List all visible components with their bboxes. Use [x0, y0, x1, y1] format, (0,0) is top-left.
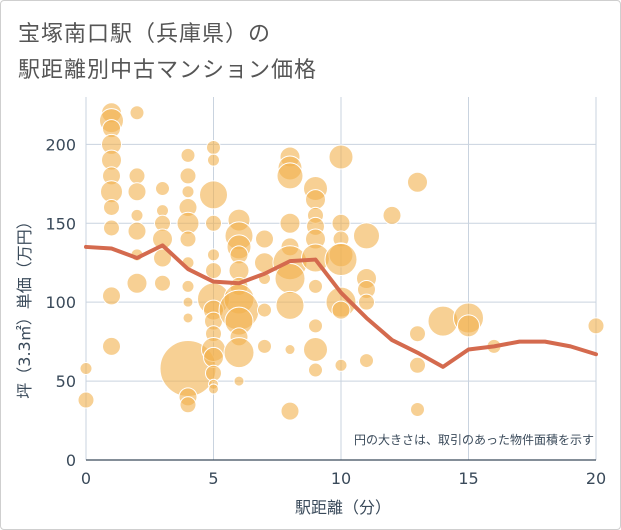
price-bubble: [154, 274, 171, 292]
y-tick-label: 200: [45, 135, 76, 154]
price-bubble: [128, 167, 146, 185]
price-bubble: [410, 401, 425, 417]
price-bubble: [280, 401, 300, 421]
y-tick-label: 150: [45, 214, 76, 233]
price-bubble: [103, 219, 120, 237]
price-bubble: [328, 144, 354, 170]
x-tick-label: 0: [81, 469, 91, 488]
price-bubble: [407, 171, 428, 193]
price-bubble: [308, 278, 323, 294]
price-bubble: [275, 290, 305, 320]
price-bubble: [334, 358, 348, 372]
price-bubble: [233, 375, 245, 387]
price-bubble: [179, 396, 197, 414]
price-bubble: [182, 312, 194, 324]
price-bubble: [324, 243, 358, 277]
price-bubble: [179, 230, 197, 248]
price-bubble: [207, 248, 220, 262]
price-bubble: [308, 318, 323, 334]
price-bubble: [331, 213, 351, 233]
price-bubble: [203, 346, 224, 368]
price-bubble: [77, 391, 95, 409]
price-bubble: [457, 314, 480, 338]
price-bubble: [359, 353, 374, 369]
chart-title-line-1: 宝塚南口駅（兵庫県）の: [18, 22, 272, 47]
price-bubble: [179, 167, 197, 185]
price-bubble: [127, 221, 147, 241]
price-bubble: [79, 361, 93, 375]
price-bubble: [127, 182, 147, 202]
price-bubble: [129, 105, 145, 121]
price-bubble: [199, 180, 228, 210]
y-tick-label: 100: [45, 293, 76, 312]
price-bubble: [205, 262, 222, 280]
price-bubble: [409, 356, 426, 374]
price-bubble: [382, 205, 402, 225]
price-bubble: [223, 337, 255, 369]
x-tick-label: 15: [458, 469, 478, 488]
price-bubble: [358, 293, 375, 311]
average-price-line: [84, 243, 598, 369]
price-bubble: [181, 279, 195, 293]
price-bubble: [155, 181, 170, 197]
price-bubble: [257, 302, 272, 318]
x-tick-label: 10: [331, 469, 351, 488]
y-tick-label: 50: [56, 372, 76, 391]
price-bubble: [331, 300, 351, 320]
price-bubble: [102, 336, 121, 356]
price-bubble: [353, 222, 380, 250]
bubble-layer: [77, 102, 605, 421]
trend-line-layer: [84, 243, 598, 369]
price-bubble: [279, 212, 301, 234]
price-bubble: [409, 325, 426, 343]
price-bubble: [180, 147, 196, 163]
y-tick-label: 0: [66, 451, 76, 470]
price-bubble: [130, 208, 144, 222]
price-bubble: [284, 344, 296, 356]
price-bubble: [102, 286, 121, 306]
price-bubble: [308, 362, 323, 378]
y-axis-label: 坪（3.3㎡）単価（万円）: [15, 213, 34, 398]
price-bubble: [207, 153, 220, 167]
price-bubble: [255, 229, 274, 249]
price-bubble: [257, 338, 272, 354]
price-bubble: [208, 383, 219, 395]
x-axis-label: 駅距離（分）: [295, 498, 391, 517]
x-tick-label: 20: [586, 469, 606, 488]
price-bubble: [305, 189, 326, 211]
price-bubble: [206, 140, 221, 156]
price-bubble: [153, 248, 172, 268]
price-bubble: [587, 317, 605, 335]
price-bubble: [181, 185, 195, 199]
price-bubble: [126, 272, 148, 294]
bubble-size-note: 円の大きさは、取引のあった物件面積を示す: [354, 432, 594, 447]
price-bubble: [303, 337, 328, 363]
chart-title-line-2: 駅距離別中古マンション価格: [18, 58, 318, 83]
price-bubble: [182, 296, 194, 308]
price-bubble: [103, 198, 120, 216]
price-bubble: [205, 214, 222, 232]
price-bubble: [276, 162, 304, 190]
x-tick-label: 5: [208, 469, 218, 488]
